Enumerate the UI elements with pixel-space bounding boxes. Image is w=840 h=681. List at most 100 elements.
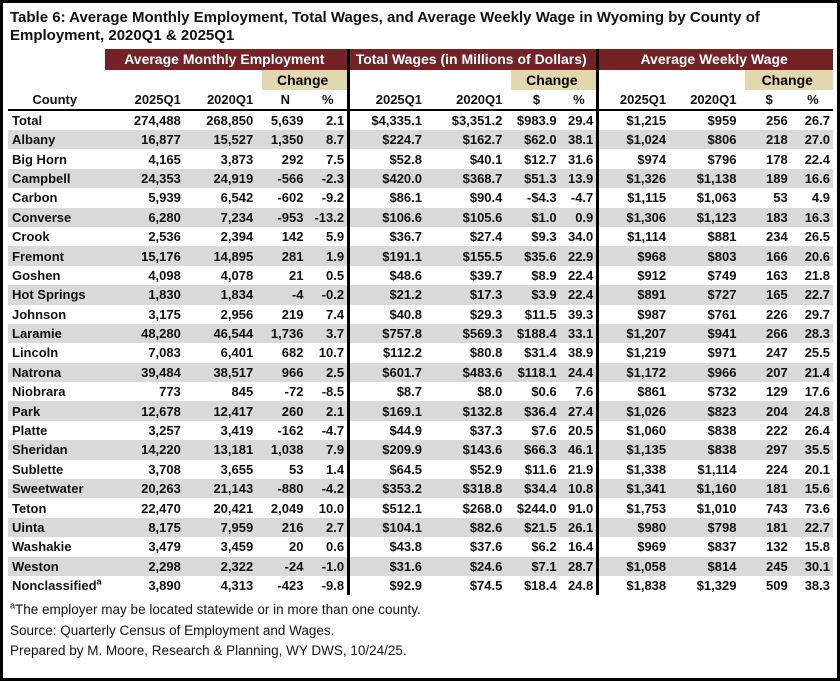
cell: 0.9 bbox=[565, 207, 598, 227]
cell: $64.5 bbox=[347, 459, 431, 480]
cell: 16.6 bbox=[796, 168, 833, 189]
cell: 3,708 bbox=[148, 461, 181, 477]
row-label: Nonclassifieda bbox=[12, 576, 102, 594]
cell: 24.4 bbox=[565, 362, 598, 383]
cell: $732 bbox=[707, 384, 737, 400]
row-label: Washakie bbox=[12, 539, 72, 555]
cell: 29.4 bbox=[567, 112, 594, 128]
table-row: Goshen 4,098 4,078 21 0.5 $48.6 $39.7 $8.9 22.4 $… bbox=[8, 265, 833, 286]
cell: 6,280 bbox=[105, 207, 190, 227]
source-line: Source: Quarterly Census of Employment a… bbox=[10, 622, 335, 638]
cell: $1,172 bbox=[596, 362, 676, 383]
cell: 10.0 bbox=[318, 500, 345, 516]
cell: 4,313 bbox=[220, 578, 254, 594]
row-label: Platte bbox=[12, 423, 48, 439]
row-label: Sublette bbox=[12, 461, 64, 477]
cell: $1,753 bbox=[596, 498, 676, 518]
table-footer: aThe employer may be located statewide o… bbox=[3, 595, 837, 661]
cell: -$4.3 bbox=[526, 190, 557, 206]
cell: $74.5 bbox=[469, 578, 503, 594]
cell: $31.4 bbox=[524, 345, 557, 361]
cell: 224 bbox=[766, 461, 788, 477]
cell: 53 bbox=[288, 461, 304, 477]
cell: 234 bbox=[766, 229, 788, 245]
cell: $987 bbox=[596, 304, 676, 324]
cell: 46,544 bbox=[189, 323, 263, 344]
cell: 845 bbox=[231, 384, 254, 400]
row-label: Laramie bbox=[8, 323, 106, 344]
cell: $1,114 bbox=[596, 226, 676, 247]
cell: $806 bbox=[675, 129, 746, 150]
row-label: Johnson bbox=[12, 306, 67, 322]
cell: 181 bbox=[745, 517, 797, 538]
cell: -8.5 bbox=[321, 384, 345, 400]
cell: $7.6 bbox=[531, 423, 557, 439]
row-label: Carbon bbox=[12, 190, 58, 206]
column-header: 2025Q1 bbox=[105, 89, 190, 111]
cell: 13.9 bbox=[565, 168, 598, 189]
footnote-text: The employer may be located statewide or… bbox=[15, 602, 421, 618]
cell: $36.7 bbox=[347, 226, 431, 247]
cell: 28.3 bbox=[796, 323, 833, 344]
cell: 4,098 bbox=[148, 267, 181, 283]
cell: -1.0 bbox=[312, 556, 349, 576]
cell: $34.4 bbox=[511, 479, 566, 499]
cell: 26.4 bbox=[804, 423, 830, 439]
cell: 16.3 bbox=[796, 207, 833, 227]
cell: 22.9 bbox=[565, 246, 598, 266]
cell: $21.5 bbox=[511, 517, 566, 538]
cell: $188.4 bbox=[511, 323, 566, 344]
cell: 10.8 bbox=[565, 479, 598, 499]
cell: 22.4 bbox=[565, 285, 598, 305]
cell: $106.6 bbox=[347, 207, 431, 227]
cell: $52.9 bbox=[469, 461, 503, 477]
table-row: Crook 2,536 2,394 142 5.9 $36.7 $27.4 $9.3 34.0 $… bbox=[8, 226, 833, 247]
table-row: Big Horn 4,165 3,873 292 7.5 $52.8 $40.1 $12.7 3… bbox=[8, 149, 833, 169]
table-row: Laramie 48,280 46,544 1,736 3.7 $757.8 $569.3 $… bbox=[8, 323, 833, 344]
cell: $1,329 bbox=[696, 578, 737, 594]
change-label-employment: Change bbox=[262, 69, 349, 90]
cell: $62.0 bbox=[511, 129, 566, 150]
cell: 218 bbox=[745, 129, 797, 150]
cell: $82.6 bbox=[431, 517, 512, 538]
cell: 129 bbox=[766, 384, 788, 400]
cell: $512.1 bbox=[347, 498, 431, 518]
cell: $1,135 bbox=[596, 440, 676, 460]
cell: $569.3 bbox=[431, 323, 512, 344]
cell: 0.6 bbox=[326, 539, 345, 555]
column-header-county: County bbox=[8, 89, 106, 111]
cell: $983.9 bbox=[516, 112, 557, 128]
cell: 266 bbox=[745, 323, 797, 344]
cell: -423 bbox=[277, 578, 304, 594]
cell: -566 bbox=[262, 168, 313, 189]
cell: 7.5 bbox=[326, 151, 345, 167]
cell: $66.3 bbox=[511, 440, 566, 460]
cell: $1,215 bbox=[596, 109, 676, 130]
row-label: Total bbox=[12, 112, 43, 128]
cell: 183 bbox=[745, 207, 797, 227]
cell: $80.8 bbox=[469, 345, 503, 361]
cell: $796 bbox=[707, 151, 737, 167]
cell: $8.7 bbox=[347, 382, 431, 402]
row-label: Big Horn bbox=[12, 151, 67, 167]
column-header: 2020Q1 bbox=[189, 89, 263, 111]
cell: 260 bbox=[262, 401, 313, 421]
cell: $90.4 bbox=[469, 190, 503, 206]
cell: 7,083 bbox=[148, 345, 181, 361]
change-label-total-wages: Change bbox=[511, 69, 598, 90]
column-header: % bbox=[565, 89, 598, 111]
cell: $838 bbox=[707, 423, 737, 439]
cell: 25.5 bbox=[804, 345, 830, 361]
cell: -13.2 bbox=[312, 207, 349, 227]
cell: $420.0 bbox=[347, 168, 431, 189]
cell: 1,830 bbox=[105, 285, 190, 305]
cell: $21.2 bbox=[347, 285, 431, 305]
cell: 26.1 bbox=[565, 517, 598, 538]
cell: 20.1 bbox=[804, 461, 830, 477]
cell: 166 bbox=[745, 246, 797, 266]
cell: 46.1 bbox=[565, 440, 598, 460]
column-header: % bbox=[796, 89, 833, 111]
table-title: Table 6: Average Monthly Employment, Tot… bbox=[10, 9, 760, 45]
cell: $1,326 bbox=[596, 168, 676, 189]
cell: 7.6 bbox=[575, 384, 594, 400]
